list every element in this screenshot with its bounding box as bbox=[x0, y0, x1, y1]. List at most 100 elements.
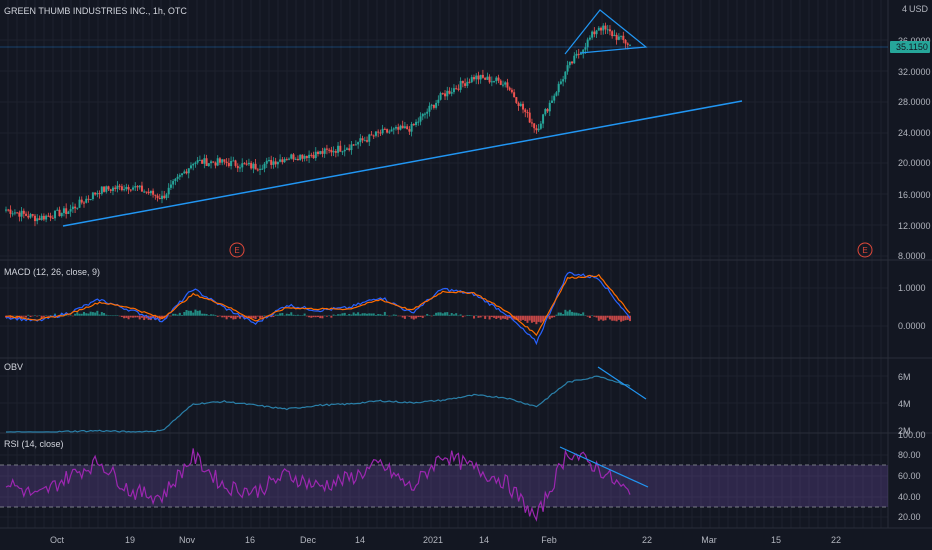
symmetrical-triangle[interactable] bbox=[564, 9, 648, 55]
macd-histogram-bar bbox=[91, 312, 94, 316]
macd-histogram-bar bbox=[263, 315, 266, 316]
candle-body bbox=[555, 92, 558, 96]
macd-histogram-bar bbox=[105, 314, 108, 316]
macd-histogram-bar bbox=[573, 312, 576, 316]
macd-histogram-bar bbox=[426, 313, 429, 316]
rsi-pane-title[interactable]: RSI (14, close) bbox=[4, 439, 64, 449]
candle-body bbox=[129, 189, 132, 191]
macd-histogram-bar bbox=[444, 312, 447, 316]
macd-histogram-bar bbox=[477, 315, 480, 318]
obv-pane-title[interactable]: OBV bbox=[4, 362, 23, 372]
macd-histogram-bar bbox=[406, 315, 409, 317]
candle-body bbox=[415, 121, 418, 126]
macd-histogram-bar bbox=[588, 315, 591, 318]
long-term-uptrend-line[interactable] bbox=[62, 100, 743, 227]
candle-body bbox=[145, 191, 148, 193]
candle-body bbox=[167, 187, 170, 195]
candle-body bbox=[218, 158, 221, 163]
candle-body bbox=[600, 27, 603, 31]
candle-body bbox=[161, 195, 163, 199]
macd-histogram-bar bbox=[136, 315, 139, 318]
time-axis[interactable]: Oct 19 Nov 16 Dec 14 2021 14 Feb 22 Mar … bbox=[50, 535, 841, 545]
rsi-trend-line[interactable] bbox=[559, 446, 649, 488]
macd-signal-line[interactable] bbox=[5, 273, 631, 337]
macd-histogram-bar bbox=[579, 313, 582, 316]
macd-histogram-bar bbox=[412, 315, 415, 320]
candle-body bbox=[452, 88, 455, 93]
macd-histogram-bar bbox=[38, 315, 41, 316]
candle-body bbox=[595, 30, 598, 35]
macd-histogram-bar bbox=[116, 315, 119, 316]
macd-histogram-bar bbox=[481, 315, 484, 317]
candle-body bbox=[22, 210, 25, 214]
obv-trend-line[interactable] bbox=[597, 366, 647, 400]
candle-body bbox=[42, 215, 45, 220]
candle-body bbox=[294, 158, 297, 160]
price-tick: 8.0000 bbox=[898, 251, 926, 261]
candle-body bbox=[466, 81, 469, 86]
candle-body bbox=[65, 208, 68, 214]
macd-histogram-bar bbox=[196, 310, 199, 316]
candle-body bbox=[181, 173, 184, 176]
candle-body bbox=[69, 209, 72, 212]
macd-histogram-bar bbox=[348, 314, 351, 316]
macd-histogram-bar bbox=[452, 314, 455, 316]
macd-histogram-bar bbox=[272, 315, 275, 317]
macd-histogram-bar bbox=[36, 315, 39, 317]
candle-body bbox=[210, 161, 213, 164]
macd-histogram-bar bbox=[343, 312, 346, 316]
macd-histogram-bar bbox=[341, 313, 344, 316]
macd-histogram-bar bbox=[42, 315, 45, 317]
rsi-line[interactable] bbox=[5, 448, 631, 522]
macd-pane-title[interactable]: MACD (12, 26, close, 9) bbox=[4, 267, 100, 277]
candle-body bbox=[147, 191, 150, 194]
candle-body bbox=[189, 165, 192, 169]
candle-body bbox=[441, 93, 444, 95]
macd-histogram-bar bbox=[296, 314, 299, 316]
time-tick: Dec bbox=[300, 535, 317, 545]
candle-body bbox=[111, 187, 114, 191]
macd-histogram-bar bbox=[194, 309, 197, 316]
candle-body bbox=[626, 43, 629, 45]
candle-body bbox=[571, 61, 574, 64]
price-tick: 28.0000 bbox=[898, 97, 931, 107]
macd-histogram-bar bbox=[499, 315, 502, 320]
macd-histogram-bar bbox=[294, 315, 297, 316]
macd-histogram-bar bbox=[94, 312, 97, 316]
macd-histogram-bar bbox=[203, 313, 206, 316]
candle-body bbox=[470, 77, 473, 83]
macd-histogram-bar bbox=[615, 315, 618, 322]
last-price-tag: 35.1150 bbox=[890, 41, 930, 53]
macd-histogram-bar bbox=[490, 315, 493, 318]
earnings-marker-2[interactable]: E bbox=[857, 242, 873, 258]
candle-body bbox=[198, 159, 201, 161]
macd-histogram-bar bbox=[377, 314, 380, 316]
candle-body bbox=[20, 210, 23, 217]
candle-body bbox=[279, 159, 282, 162]
macd-histogram-bar bbox=[290, 312, 293, 316]
candle-body bbox=[526, 112, 529, 114]
candle-body bbox=[38, 218, 41, 220]
macd-histogram-bar bbox=[479, 315, 482, 318]
candle-body bbox=[292, 154, 295, 160]
macd-histogram-bar bbox=[321, 315, 324, 319]
candle-body bbox=[473, 77, 475, 80]
earnings-marker-1[interactable]: E bbox=[229, 242, 245, 258]
candle-body bbox=[299, 154, 302, 160]
macd-histogram-bar bbox=[395, 314, 397, 316]
candle-body bbox=[332, 151, 335, 153]
candle-body bbox=[359, 138, 362, 143]
macd-histogram-bar bbox=[517, 315, 520, 321]
macd-histogram-bar bbox=[47, 315, 50, 317]
macd-histogram-bar bbox=[602, 315, 605, 321]
chart-symbol-title[interactable]: GREEN THUMB INDUSTRIES INC., 1h, OTC bbox=[4, 6, 187, 16]
price-candles[interactable] bbox=[5, 22, 631, 227]
macd-histogram-bar bbox=[410, 315, 413, 319]
candle-body bbox=[593, 31, 596, 35]
macd-histogram-bar bbox=[96, 310, 99, 316]
macd-histogram-bar bbox=[524, 315, 527, 321]
candle-body bbox=[361, 138, 364, 141]
candle-body bbox=[395, 127, 397, 129]
obv-line[interactable] bbox=[6, 375, 631, 433]
